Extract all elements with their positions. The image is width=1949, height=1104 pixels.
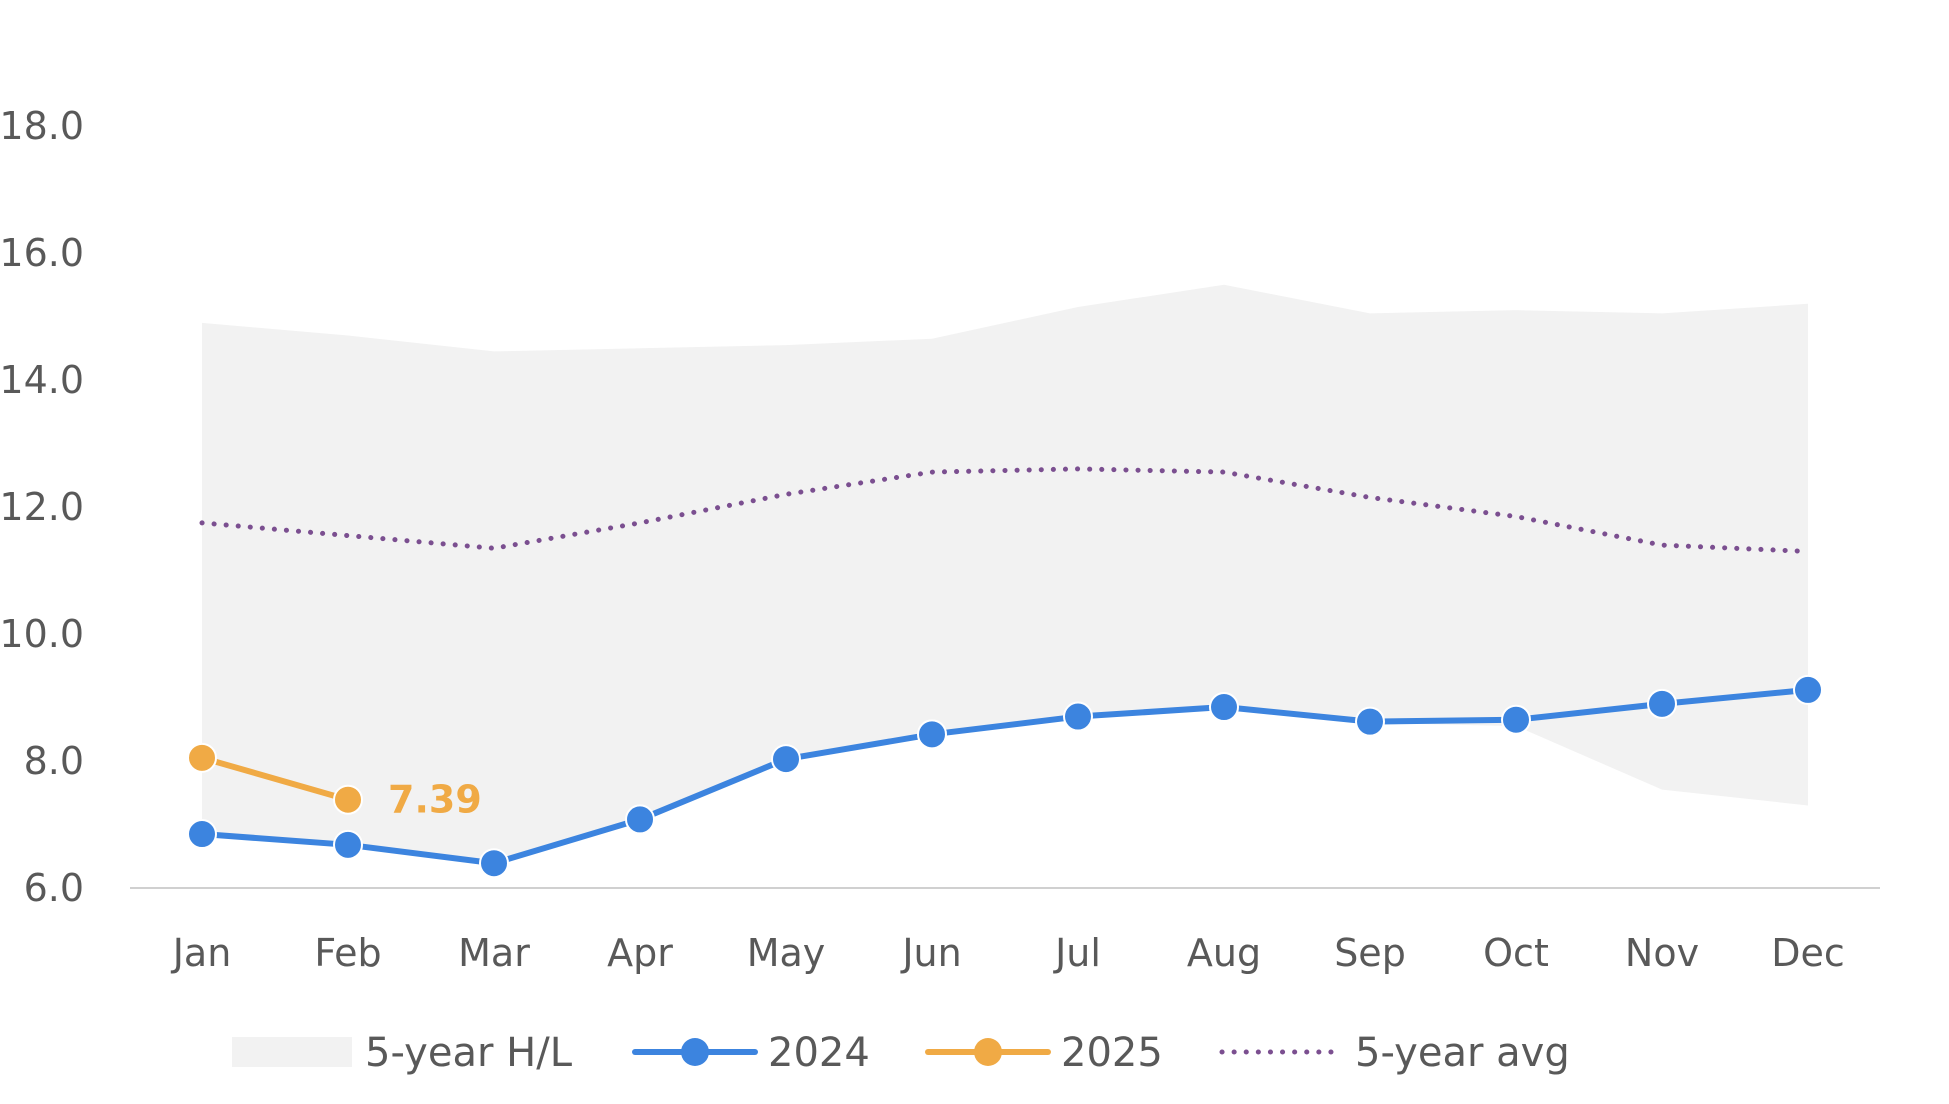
legend-item-5-year-avg: 5-year avg [1219, 1030, 1570, 1076]
series-5-year-avg [199, 466, 1811, 554]
x-tick-label-dec: Dec [1771, 931, 1845, 975]
legend-item-2025: 2025 [925, 1030, 1163, 1076]
y-axis-ticks: 6.0 8.0 10.0 12.0 14.0 16.0 18.0 [0, 104, 84, 910]
x-tick-label-jul: Jul [1053, 931, 1101, 975]
point-2024-may [771, 744, 801, 775]
legend-swatch-marker [974, 1038, 1002, 1066]
point-2024-jul [1063, 701, 1093, 732]
point-2024-jun [917, 719, 947, 750]
point-2024-dec [1793, 674, 1823, 705]
point-2024-jan [187, 819, 217, 850]
series-2024 [187, 674, 1823, 879]
y-tick-label: 12.0 [0, 485, 84, 529]
point-2024-nov [1647, 688, 1677, 719]
point-2024-apr [625, 804, 655, 835]
legend-item-2024: 2024 [632, 1030, 870, 1076]
point-2024-oct [1501, 704, 1531, 735]
point-2024-aug [1209, 692, 1239, 723]
point-2024-sep [1355, 706, 1385, 737]
y-tick-label: 6.0 [24, 866, 84, 910]
point-2025-jan [187, 742, 217, 773]
legend-label: 5-year H/L [365, 1030, 573, 1076]
series-2025 [187, 742, 363, 815]
y-tick-label: 16.0 [0, 231, 84, 275]
x-tick-label-aug: Aug [1187, 931, 1261, 975]
x-axis-ticks: Jan Feb Mar Apr May Jun Jul Aug Sep Oct Nov Dec [171, 931, 1845, 975]
legend-label: 2024 [768, 1030, 870, 1076]
legend-swatch [232, 1037, 352, 1067]
annotations: 7.39 [388, 778, 482, 822]
y-tick-label: 18.0 [0, 104, 84, 148]
data-label-2025: 7.39 [388, 778, 482, 822]
series-line-2024 [199, 686, 1811, 867]
legend-label: 2025 [1061, 1030, 1163, 1076]
band-layer [202, 284, 1808, 863]
x-tick-label-jun: Jun [900, 931, 961, 975]
point-2025-feb [333, 784, 363, 815]
legend-label: 5-year avg [1355, 1030, 1570, 1076]
series-line-5-year-avg [199, 466, 1811, 554]
band-5-year-hl [202, 284, 1808, 863]
x-tick-label-feb: Feb [314, 931, 381, 975]
x-tick-label-jan: Jan [171, 931, 232, 975]
y-tick-label: 8.0 [24, 739, 84, 783]
legend: 5-year H/L 2024 2025 5-year avg [232, 1030, 1570, 1076]
x-tick-label-nov: Nov [1625, 931, 1699, 975]
x-tick-label-mar: Mar [458, 931, 530, 975]
y-tick-label: 10.0 [0, 612, 84, 656]
x-tick-label-apr: Apr [607, 931, 673, 975]
legend-item-5-year-h-l: 5-year H/L [232, 1030, 573, 1076]
x-tick-label-may: May [747, 931, 826, 975]
series-line-2025 [199, 754, 351, 803]
y-tick-label: 14.0 [0, 358, 84, 402]
x-tick-label-sep: Sep [1334, 931, 1406, 975]
x-tick-label-oct: Oct [1483, 931, 1549, 975]
series-layer [187, 466, 1823, 879]
point-2024-feb [333, 829, 363, 860]
legend-swatch-marker [681, 1038, 709, 1066]
point-2024-mar [479, 848, 509, 879]
